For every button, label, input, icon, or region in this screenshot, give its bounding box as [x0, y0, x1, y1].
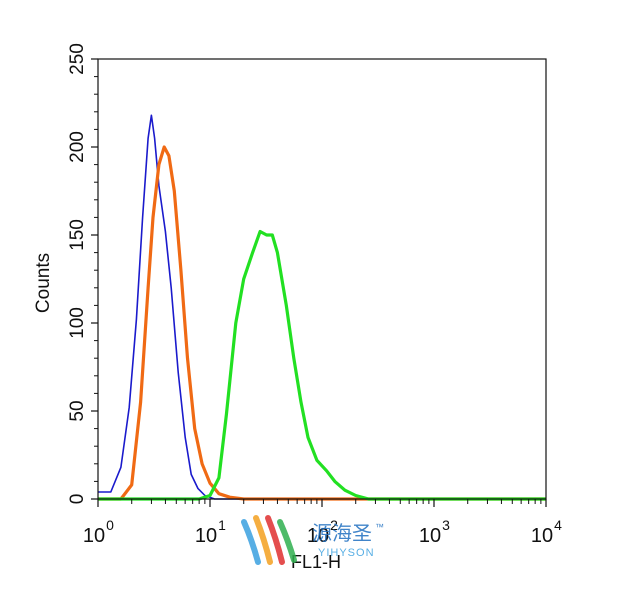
y-axis-label: Counts	[33, 253, 54, 313]
x-axis-label: FL1-H	[291, 552, 341, 572]
plot-frame	[97, 58, 547, 500]
x-axis: 10 0 10 1 10 2 10 3 10 4	[83, 499, 562, 547]
x-tick-base: 10	[83, 525, 105, 547]
series-2-line	[98, 145, 546, 501]
x-tick-label: 10 2	[307, 517, 338, 547]
x-tick-exponent: 1	[218, 517, 226, 533]
x-tick-base: 10	[307, 525, 329, 547]
series-3-line	[98, 229, 546, 501]
x-tick-exponent: 4	[554, 517, 562, 533]
y-tick-label: 100	[67, 307, 88, 339]
y-tick-label: 0	[67, 494, 88, 505]
watermark-tm: ™	[375, 522, 384, 532]
y-tick-label: 250	[67, 43, 88, 75]
x-tick-label: 10 0	[83, 517, 114, 547]
watermark-logo: 源海圣 ™ YIHYSON	[241, 515, 384, 565]
x-tick-base: 10	[531, 525, 553, 547]
y-tick-label: 200	[67, 131, 88, 163]
x-tick-label: 10 4	[531, 517, 562, 547]
x-tick-label: 10 1	[195, 517, 226, 547]
y-tick-label: 150	[67, 219, 88, 251]
series-layer	[98, 114, 546, 501]
x-tick-label: 10 3	[419, 517, 450, 547]
x-tick-base: 10	[419, 525, 441, 547]
x-tick-exponent: 0	[106, 517, 114, 533]
x-tick-exponent: 2	[330, 517, 338, 533]
logo-mark-icon	[241, 515, 297, 565]
watermark-text-en: YIHYSON	[318, 547, 375, 559]
watermark-text-cn: 源海圣	[312, 521, 372, 545]
y-axis: 0 50 100 150 200 250	[67, 43, 98, 504]
x-tick-base: 10	[195, 525, 217, 547]
y-tick-label: 50	[67, 400, 88, 421]
x-tick-exponent: 3	[442, 517, 450, 533]
series-1-line	[98, 114, 546, 500]
